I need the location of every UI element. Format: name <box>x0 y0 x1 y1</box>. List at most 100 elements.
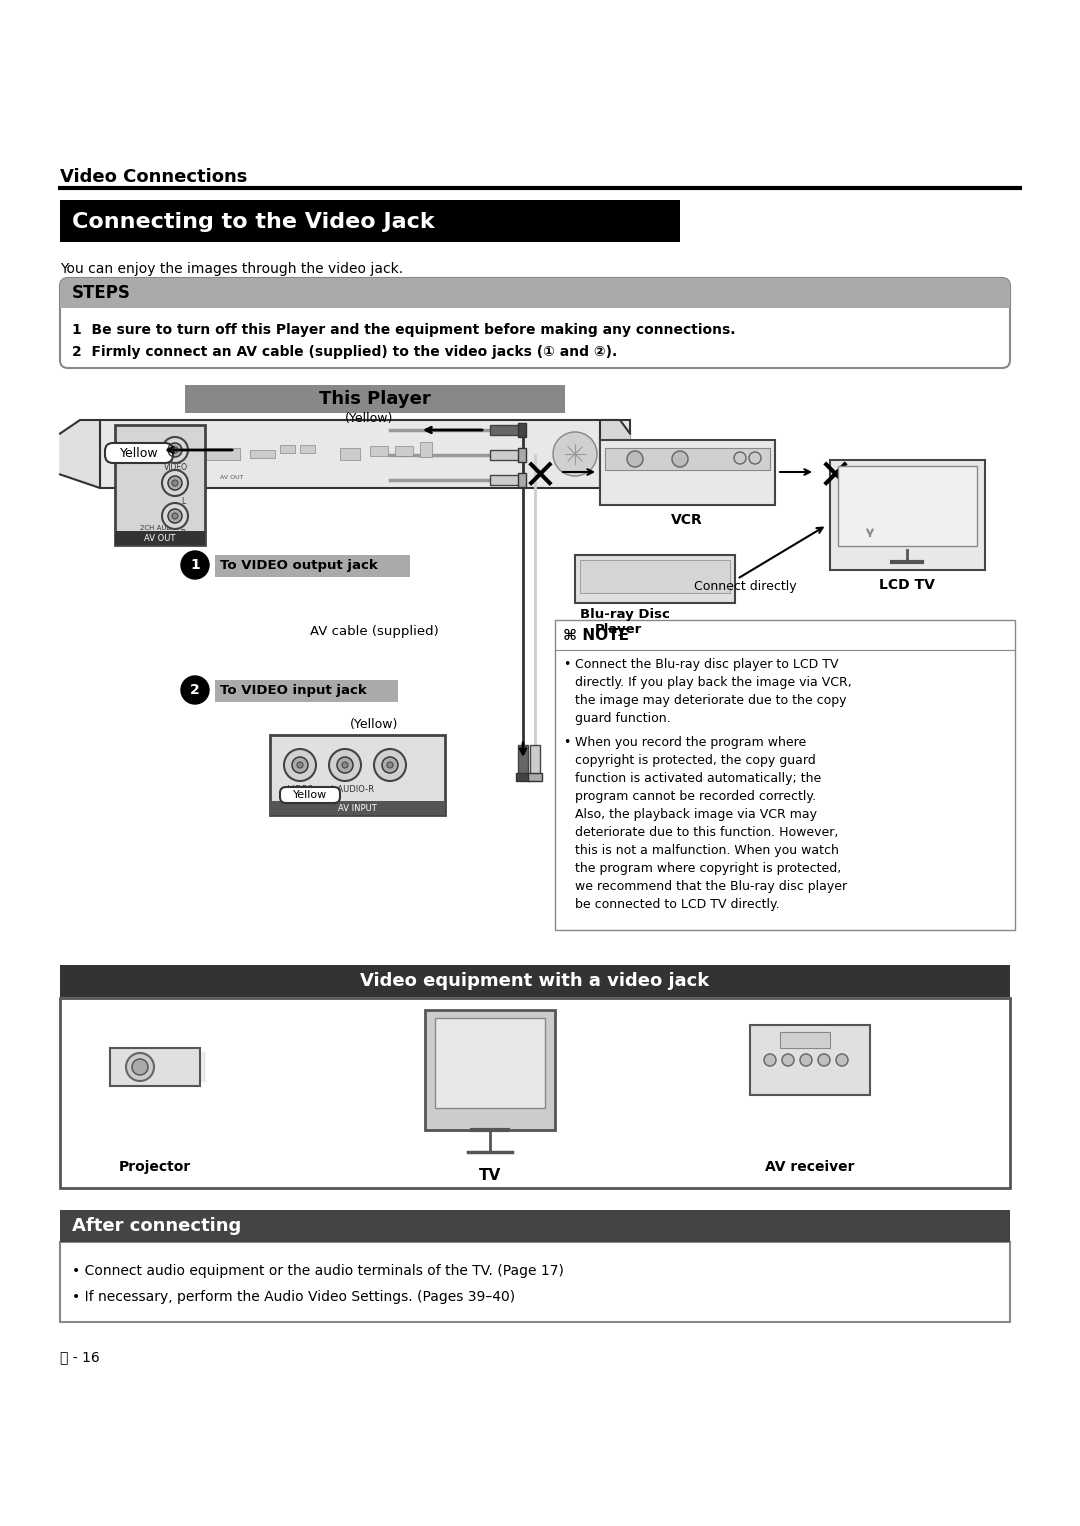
Text: TV: TV <box>478 1167 501 1183</box>
Text: 1: 1 <box>190 559 200 572</box>
Text: AV receiver: AV receiver <box>766 1160 854 1173</box>
Text: AV OUT: AV OUT <box>220 475 243 481</box>
Circle shape <box>181 551 210 578</box>
Bar <box>370 446 388 456</box>
Circle shape <box>181 676 210 703</box>
Text: (Yellow): (Yellow) <box>350 719 399 731</box>
FancyBboxPatch shape <box>280 787 340 803</box>
Circle shape <box>672 452 688 467</box>
Bar <box>518 745 528 775</box>
Circle shape <box>162 504 188 530</box>
Text: To VIDEO output jack: To VIDEO output jack <box>220 559 378 572</box>
Text: VIDEO: VIDEO <box>288 784 314 794</box>
Circle shape <box>329 749 361 781</box>
Bar <box>110 1048 200 1087</box>
Text: ⓔ - 16: ⓔ - 16 <box>60 1351 99 1364</box>
Circle shape <box>168 476 183 490</box>
Bar <box>215 681 399 702</box>
Circle shape <box>387 761 393 768</box>
Text: After connecting: After connecting <box>72 1218 241 1235</box>
Text: this is not a malfunction. When you watch: this is not a malfunction. When you watc… <box>575 844 839 858</box>
Text: we recommend that the Blu-ray disc player: we recommend that the Blu-ray disc playe… <box>575 881 847 893</box>
Text: AV OUT: AV OUT <box>145 534 176 543</box>
Text: L: L <box>180 497 185 507</box>
Bar <box>60 1210 1010 1242</box>
Text: (Yellow): (Yellow) <box>345 412 393 426</box>
Bar <box>528 774 542 781</box>
Bar <box>490 475 519 485</box>
Bar <box>60 964 1010 996</box>
Circle shape <box>782 1054 794 1067</box>
Bar <box>340 449 360 459</box>
Circle shape <box>382 757 399 774</box>
Text: Yellow: Yellow <box>293 790 327 800</box>
Text: Video Connections: Video Connections <box>60 168 247 186</box>
Text: Blu-ray Disc: Blu-ray Disc <box>580 607 670 621</box>
Circle shape <box>337 757 353 774</box>
Circle shape <box>172 513 178 519</box>
Circle shape <box>297 761 303 768</box>
Text: Also, the playback image via VCR may: Also, the playback image via VCR may <box>575 807 816 821</box>
Bar <box>395 446 413 456</box>
Bar <box>100 420 630 488</box>
Text: LCD TV: LCD TV <box>879 578 935 592</box>
Bar <box>270 801 445 815</box>
Circle shape <box>168 510 183 523</box>
Text: STEPS: STEPS <box>72 284 131 302</box>
Bar <box>420 443 432 456</box>
Circle shape <box>284 749 316 781</box>
Bar <box>831 459 985 571</box>
Bar <box>555 620 1015 929</box>
Text: This Player: This Player <box>319 391 431 407</box>
Bar <box>605 449 770 470</box>
Text: be connected to LCD TV directly.: be connected to LCD TV directly. <box>575 897 780 911</box>
Circle shape <box>172 447 178 453</box>
Text: Player: Player <box>595 623 643 636</box>
Circle shape <box>342 761 348 768</box>
Text: • If necessary, perform the Audio Video Settings. (Pages 39–40): • If necessary, perform the Audio Video … <box>72 1289 515 1305</box>
Text: L-AUDIO-R: L-AUDIO-R <box>330 784 374 794</box>
Circle shape <box>764 1054 777 1067</box>
Bar <box>215 555 410 577</box>
Bar <box>60 998 1010 1189</box>
Circle shape <box>126 1053 154 1080</box>
Text: 2  Firmly connect an AV cable (supplied) to the video jacks (① and ②).: 2 Firmly connect an AV cable (supplied) … <box>72 345 618 359</box>
Bar <box>516 774 530 781</box>
Text: Projector: Projector <box>119 1160 191 1173</box>
Bar <box>114 426 205 545</box>
Text: ✕: ✕ <box>818 456 852 497</box>
Circle shape <box>132 1059 148 1074</box>
Polygon shape <box>154 1051 205 1082</box>
Text: To VIDEO input jack: To VIDEO input jack <box>220 684 367 696</box>
Bar <box>280 446 295 453</box>
Text: •: • <box>563 736 570 749</box>
Circle shape <box>162 436 188 462</box>
Bar <box>780 1032 831 1048</box>
Text: VIDEO: VIDEO <box>164 462 188 472</box>
Bar <box>185 385 565 414</box>
Circle shape <box>292 757 308 774</box>
Circle shape <box>172 481 178 485</box>
Text: ✕: ✕ <box>523 456 557 497</box>
FancyBboxPatch shape <box>105 443 173 462</box>
Text: HDMI OUT: HDMI OUT <box>114 475 143 481</box>
Bar <box>270 736 445 815</box>
Bar <box>60 1242 1010 1322</box>
Circle shape <box>374 749 406 781</box>
Text: AV INPUT: AV INPUT <box>338 804 376 812</box>
Bar <box>200 449 240 459</box>
Bar <box>605 449 770 470</box>
Bar <box>580 560 730 594</box>
Text: VCR: VCR <box>671 513 703 526</box>
Text: function is activated automatically; the: function is activated automatically; the <box>575 772 821 784</box>
Circle shape <box>800 1054 812 1067</box>
Bar <box>575 555 735 603</box>
Text: ⌘ NOTE: ⌘ NOTE <box>563 627 629 642</box>
FancyBboxPatch shape <box>60 278 1010 308</box>
Text: guard function.: guard function. <box>575 713 671 725</box>
Bar <box>300 446 315 453</box>
Text: the image may deteriorate due to the copy: the image may deteriorate due to the cop… <box>575 694 847 707</box>
Bar <box>435 1018 545 1108</box>
Bar <box>518 449 526 462</box>
Text: directly. If you play back the image via VCR,: directly. If you play back the image via… <box>575 676 852 690</box>
